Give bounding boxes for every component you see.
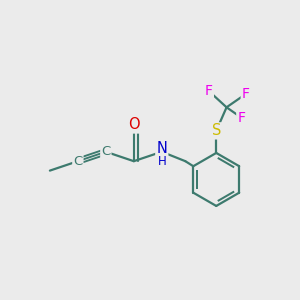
Text: C: C bbox=[73, 155, 83, 168]
Text: F: F bbox=[205, 84, 213, 98]
Text: F: F bbox=[237, 111, 245, 124]
Text: S: S bbox=[212, 123, 221, 138]
Text: N: N bbox=[156, 141, 167, 156]
Text: F: F bbox=[242, 87, 250, 101]
Text: O: O bbox=[128, 118, 140, 133]
Text: H: H bbox=[158, 155, 166, 168]
Text: C: C bbox=[101, 145, 110, 158]
